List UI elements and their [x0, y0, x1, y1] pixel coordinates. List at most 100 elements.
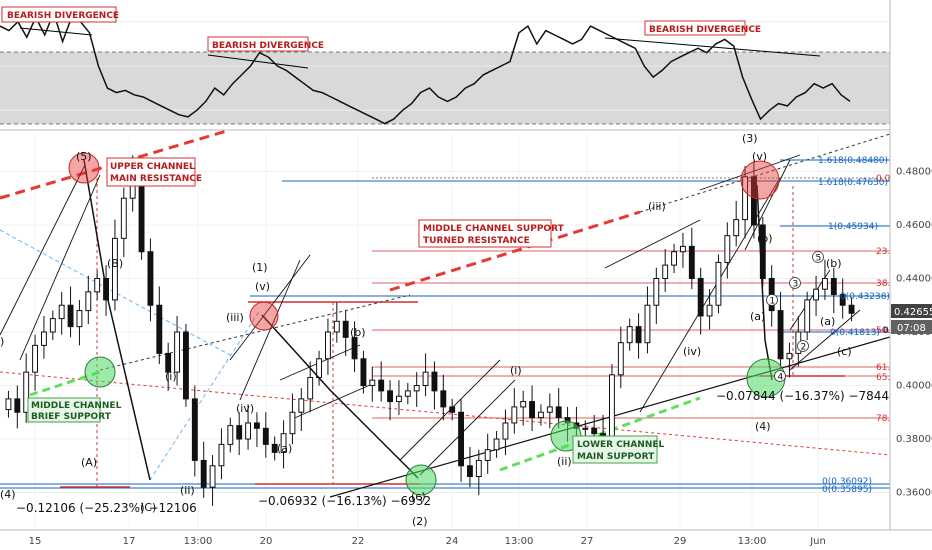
- wave-path-2: [261, 314, 419, 479]
- wave-label: (ii): [180, 484, 195, 497]
- candle: [360, 350, 367, 394]
- support-circle-2: [405, 464, 437, 496]
- candle: [458, 398, 465, 482]
- sub-wave-label: 1: [770, 297, 776, 307]
- candle: [76, 299, 83, 346]
- candle: [40, 315, 47, 359]
- time-tick-label: 15: [29, 536, 42, 547]
- candle: [431, 361, 438, 410]
- candle: [271, 436, 278, 461]
- wave-label: (b): [350, 326, 366, 339]
- candle: [404, 382, 411, 405]
- wave-label: (iv): [683, 345, 701, 358]
- candle: [466, 447, 473, 488]
- candle: [786, 342, 793, 378]
- candle: [422, 353, 429, 397]
- candle: [724, 222, 731, 279]
- candle: [67, 286, 74, 338]
- candle: [555, 388, 562, 429]
- candle: [378, 361, 385, 402]
- fib-label: 38.2: [876, 279, 896, 289]
- candle: [813, 275, 820, 316]
- candle: [839, 278, 846, 319]
- time-tick-label: 13:00: [505, 536, 534, 547]
- candle: [493, 431, 500, 458]
- candle: [147, 238, 154, 322]
- candle: [14, 385, 21, 429]
- fib-label: 50.0: [876, 326, 896, 336]
- fib-label: 0(0.41813): [830, 328, 880, 338]
- lower-channel-box: [572, 435, 658, 464]
- fib-label: 0.00: [876, 174, 896, 184]
- candle: [777, 291, 784, 370]
- candle: [165, 342, 172, 391]
- candle: [626, 318, 633, 351]
- time-tick-label: 24: [446, 536, 459, 547]
- wave-label: (C): [140, 501, 156, 514]
- candle: [511, 388, 518, 434]
- candle: [395, 380, 402, 415]
- divergence-line-1: [19, 27, 93, 36]
- candle: [120, 187, 127, 258]
- candle: [218, 428, 225, 480]
- candle: [307, 361, 314, 413]
- upper-channel-box: [106, 157, 196, 187]
- wave-label: (i): [165, 370, 177, 383]
- candle: [653, 267, 660, 324]
- candle: [85, 275, 92, 324]
- wave-label: (1): [252, 261, 268, 274]
- candle: [502, 409, 509, 456]
- divergence-box-1: [1, 6, 117, 23]
- candle: [111, 219, 118, 311]
- fib-label: 23.6: [876, 247, 896, 257]
- candle: [750, 160, 757, 239]
- main-support-label: MAIN SUPPORT: [577, 452, 655, 462]
- time-tick-label: 13:00: [738, 536, 767, 547]
- candle: [191, 385, 198, 477]
- wave-label: (c): [837, 345, 852, 358]
- fib-label: 1.618(0.47630): [818, 178, 888, 188]
- middle-channel-resistance-box: [418, 219, 552, 248]
- middle-channel-support-label: MIDDLE CHANNEL SUPPORT: [423, 224, 565, 234]
- wave-label: (iv): [236, 402, 254, 415]
- divergence-box-2: [207, 36, 309, 52]
- candle: [804, 291, 811, 341]
- candle: [280, 420, 287, 469]
- candle: [830, 267, 837, 314]
- candle: [182, 323, 189, 407]
- wave-label: (5): [76, 150, 92, 163]
- wave-path-abc: [83, 159, 151, 481]
- resistance-circle-2: [249, 301, 279, 331]
- fib-label: 0(0.35895): [822, 485, 872, 495]
- lower-channel-label: LOWER CHANNEL: [577, 440, 665, 450]
- candle: [529, 385, 536, 431]
- time-tick-label: Jun: [809, 536, 826, 547]
- candle: [733, 200, 740, 247]
- last-price-label: 0.42655: [894, 307, 932, 318]
- measure-label-1: −0.12106 (−25.23%) −12106: [16, 501, 197, 515]
- sub-wave-label: 3: [793, 280, 799, 290]
- fib-label: 61.8: [876, 363, 896, 373]
- time-tick-label: 17: [123, 536, 136, 547]
- wave-label: (b): [757, 232, 773, 245]
- divergence-box-3: [644, 20, 746, 36]
- resistance-circle-1: [68, 152, 100, 184]
- candle: [245, 404, 252, 450]
- fib-label: 0(0.36092): [822, 477, 872, 487]
- divergence-line-2: [207, 54, 309, 69]
- countdown-label: 07:08: [897, 323, 926, 334]
- divergence-label-3: BEARISH DIVERGENCE: [649, 25, 761, 35]
- candle: [23, 353, 30, 423]
- wave-label: (i): [510, 364, 522, 377]
- candle: [706, 289, 713, 330]
- candle: [449, 398, 456, 421]
- wave-label: (3): [742, 132, 758, 145]
- candle: [520, 390, 527, 426]
- wave-label: (2): [412, 515, 428, 528]
- fib-label: 78.6: [876, 414, 896, 424]
- fib-label: 0(0.43238): [840, 292, 890, 302]
- candle: [174, 315, 181, 386]
